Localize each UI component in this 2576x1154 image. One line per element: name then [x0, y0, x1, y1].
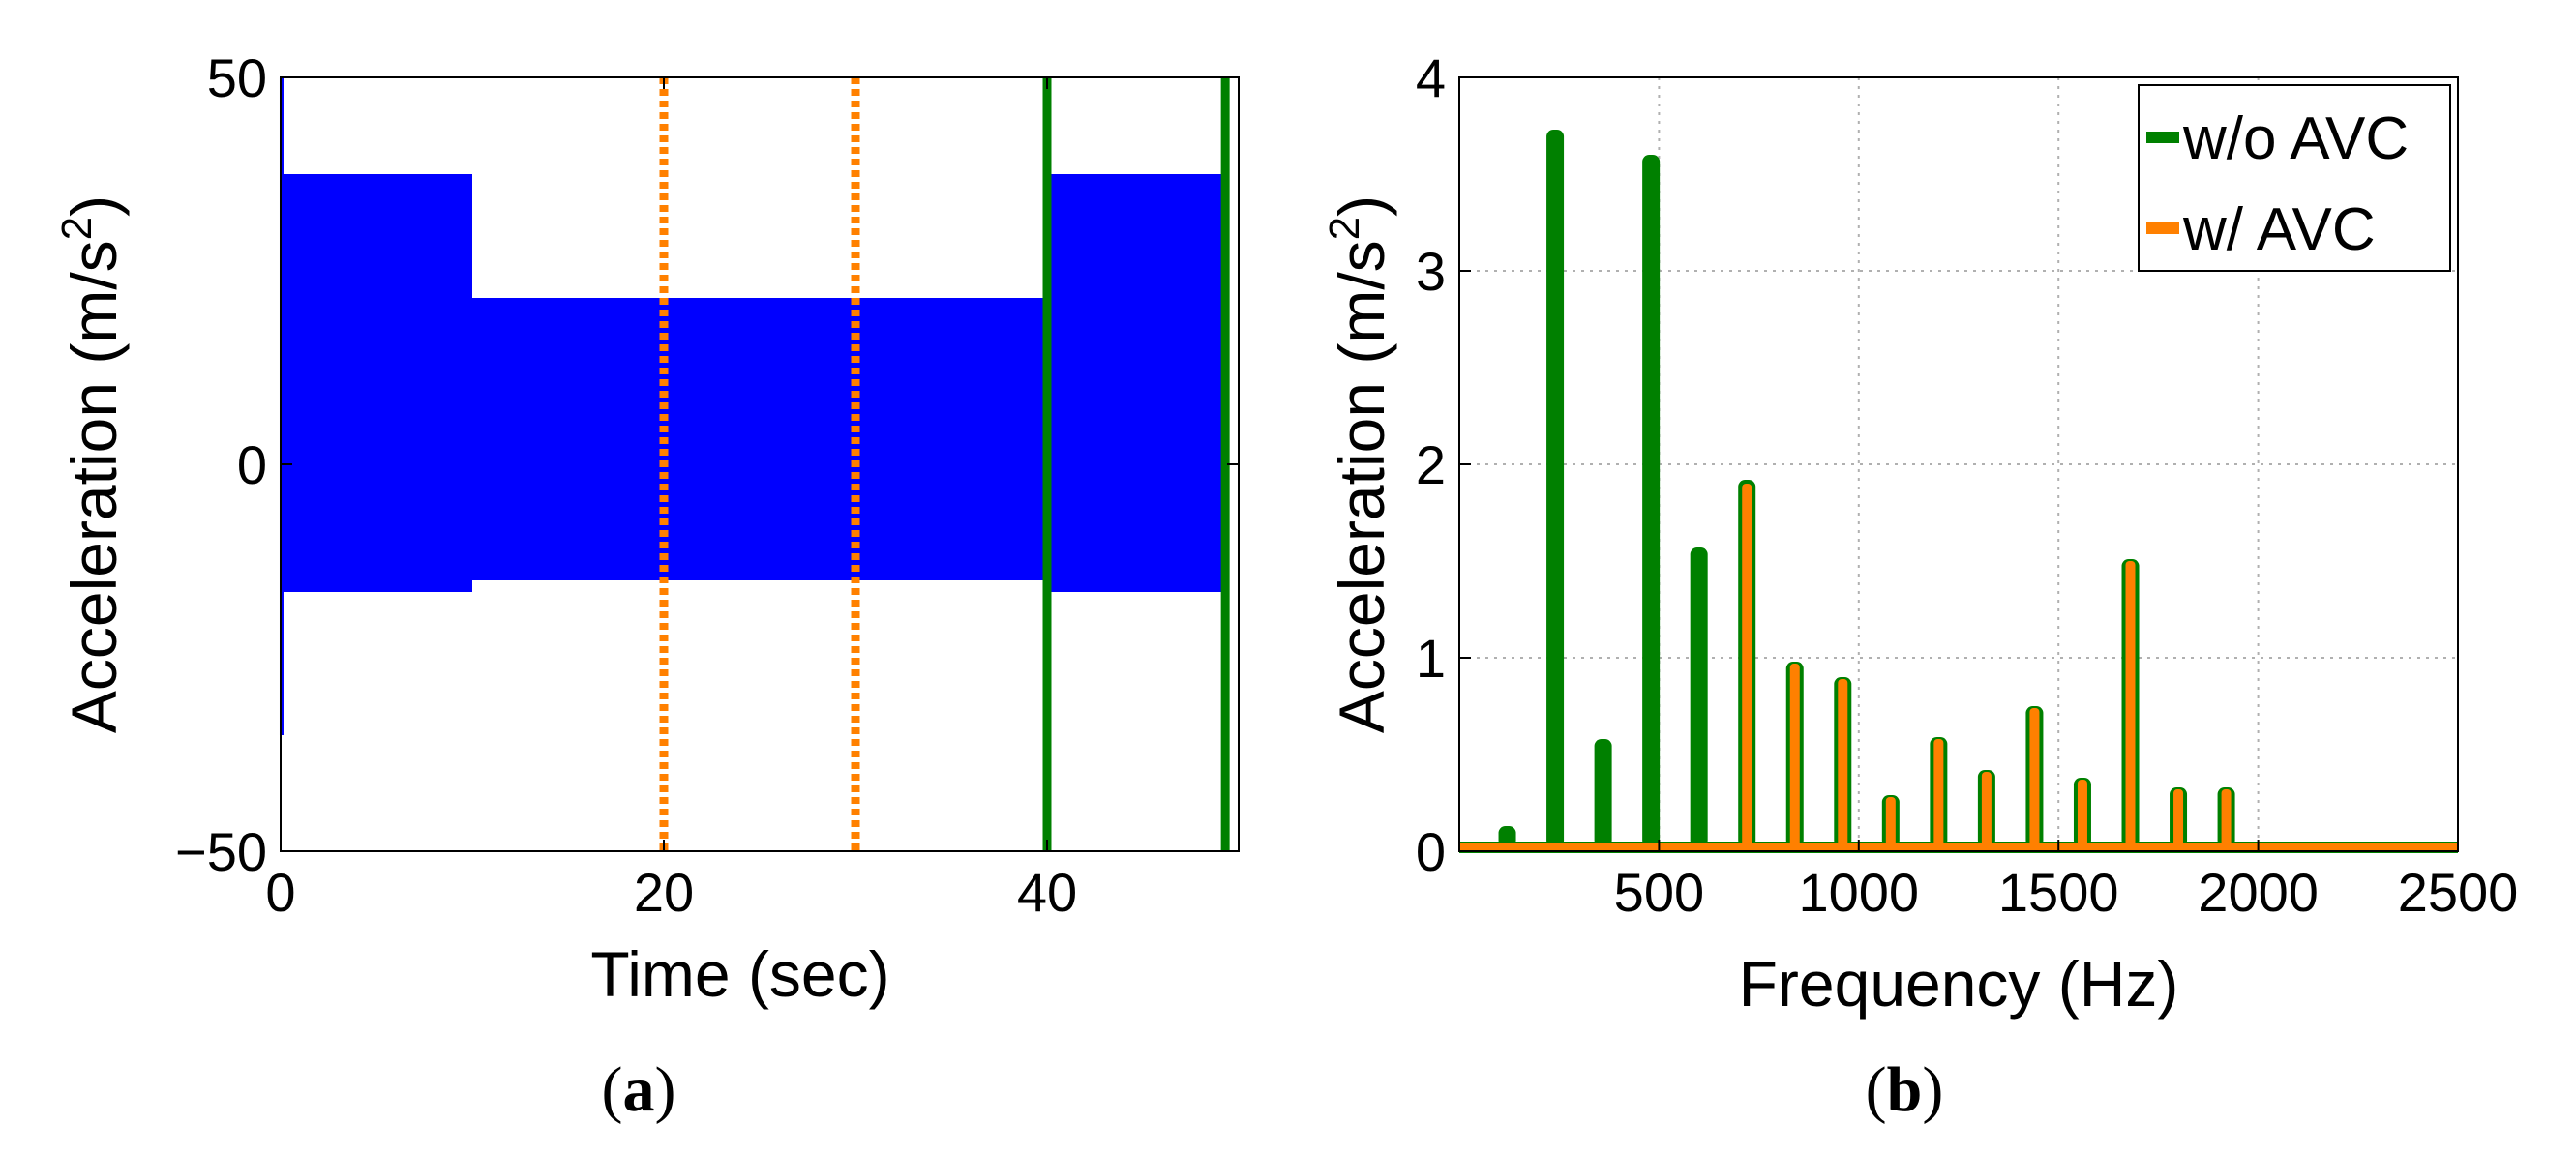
signal-band-2	[1047, 174, 1226, 592]
panel-a-caption: (a)	[602, 1054, 676, 1125]
panel-b-ticks: 500 1000 1500 2000 2500 0 1 2 3 4	[1416, 47, 2518, 923]
panel-a-ylabel: Acceleration (m/s2)	[53, 195, 130, 733]
panel-a-markers	[659, 77, 1230, 851]
spectrum-peak	[1981, 772, 1992, 847]
legend-label-w-avc: w/ AVC	[2182, 196, 2376, 263]
signal-band-1	[472, 298, 1047, 580]
spectrum-peak	[1594, 739, 1612, 847]
signal-band-0	[281, 174, 472, 592]
panel-b-series	[1459, 130, 2458, 853]
panel-b-ytick-label: 3	[1416, 241, 1446, 302]
panel-b-ylabel: Acceleration (m/s2)	[1321, 195, 1397, 733]
spectrum-peak	[1933, 739, 1944, 847]
spectrum-peak	[1742, 484, 1752, 847]
panel-b-ytick-label: 4	[1416, 47, 1446, 108]
panel-b-ytick-label: 2	[1416, 434, 1446, 495]
spectrum-peak	[1498, 826, 1516, 847]
legend: w/o AVC w/ AVC	[2138, 84, 2451, 272]
spectrum-peak	[2077, 780, 2087, 847]
panel-b-xtick-label: 500	[1614, 862, 1704, 923]
panel-b-xtick-label: 2500	[2398, 862, 2519, 923]
spectrum-peak	[1789, 664, 1800, 847]
panel-b-caption: (b)	[1866, 1054, 1944, 1125]
spectrum-peak	[2221, 789, 2232, 847]
panel-b-xtick-label: 1500	[1998, 862, 2119, 923]
legend-label-wo-avc: w/o AVC	[2182, 105, 2409, 172]
panel-a-xtick-label: 20	[634, 862, 694, 923]
panel-b-xtick-label: 2000	[2198, 862, 2319, 923]
panel-a-ytick-label: 0	[237, 434, 267, 495]
panel-b-ytick-label: 1	[1416, 628, 1446, 689]
spectrum-peak	[1642, 155, 1661, 847]
series-w-avc	[1459, 484, 2458, 851]
spectrum-peak	[1838, 679, 1848, 847]
spectrum-peak	[1690, 547, 1708, 847]
panel-a-xtick-label: 0	[265, 862, 295, 923]
panel-a-ytick-label: −50	[175, 821, 267, 882]
spectrum-peak	[2125, 561, 2136, 847]
panel-b-ytick-label: 0	[1416, 821, 1446, 882]
spectrum-peak	[1885, 797, 1896, 847]
spectrum-peak	[2029, 708, 2040, 847]
legend-box	[2138, 84, 2451, 272]
panel-a-xlabel: Time (sec)	[590, 938, 889, 1010]
spectrum-peak	[1546, 130, 1565, 847]
panel-a-ytick-label: 50	[207, 47, 267, 108]
panel-b-xlabel: Frequency (Hz)	[1739, 948, 2179, 1020]
panel-b-xtick-label: 1000	[1799, 862, 1920, 923]
panel-a-xtick-label: 40	[1017, 862, 1077, 923]
spectrum-peak	[2173, 789, 2184, 847]
